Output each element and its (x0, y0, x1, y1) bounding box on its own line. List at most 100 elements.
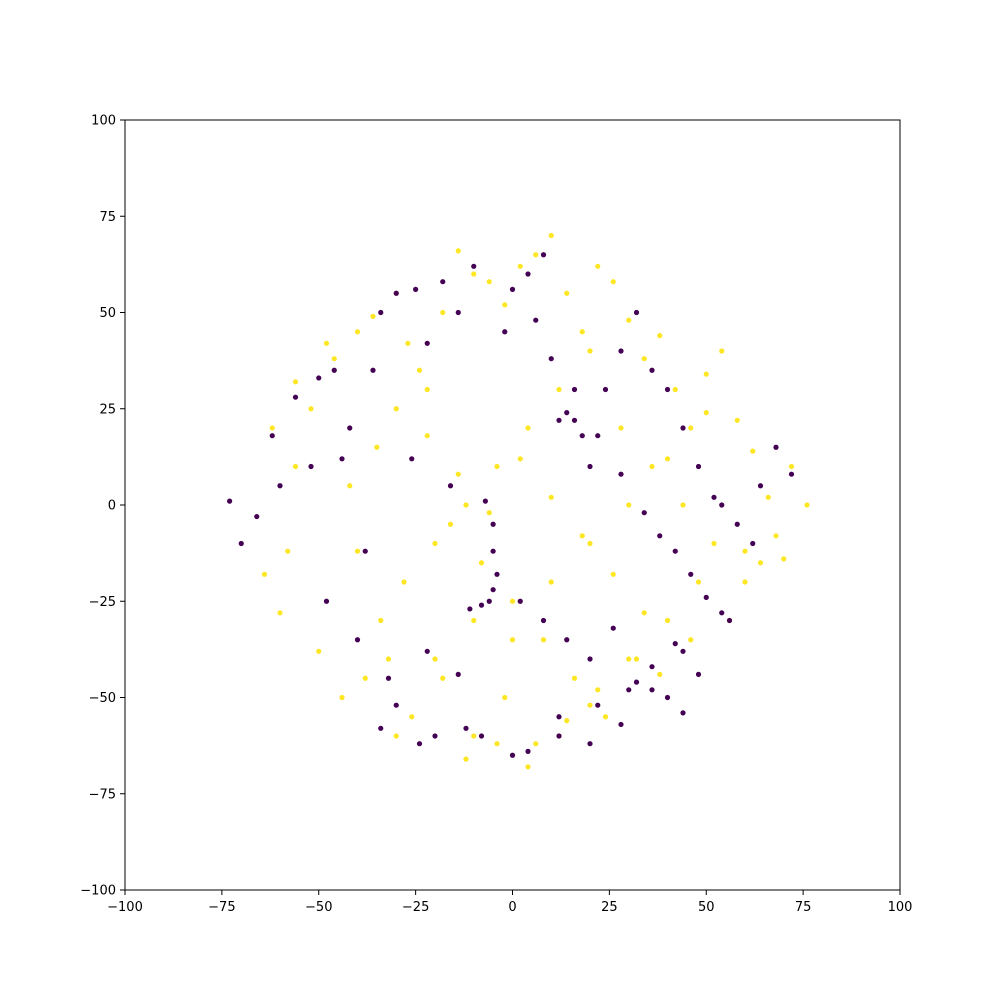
data-point (424, 386, 430, 393)
data-point (657, 333, 663, 339)
data-point (641, 510, 647, 516)
data-point (695, 579, 702, 585)
data-point (664, 617, 671, 624)
data-point (455, 248, 461, 254)
data-point (440, 675, 446, 681)
data-point (788, 471, 795, 477)
data-point (405, 340, 411, 346)
data-point (719, 610, 725, 616)
data-point (595, 687, 601, 693)
y-tick-label: 25 (99, 402, 116, 417)
data-point (385, 675, 392, 681)
data-point (269, 433, 275, 439)
data-point (680, 710, 686, 716)
y-tick-label: 0 (108, 499, 116, 514)
data-point (587, 702, 593, 708)
data-point (316, 648, 322, 654)
x-tick-label: 75 (795, 900, 812, 915)
data-point (323, 340, 330, 346)
data-point (618, 425, 624, 431)
x-tick-label: 50 (698, 900, 715, 915)
data-point (292, 379, 299, 385)
data-point (347, 483, 353, 489)
x-tick-label: −100 (107, 900, 143, 915)
data-point (649, 463, 655, 470)
data-point (626, 317, 632, 323)
data-point (587, 348, 593, 354)
data-point (587, 656, 593, 662)
data-point (750, 540, 756, 547)
data-point (804, 502, 810, 508)
data-point (595, 433, 601, 439)
data-point (540, 637, 547, 643)
data-point (587, 540, 593, 547)
data-point (467, 606, 473, 612)
data-point (556, 417, 562, 423)
data-point (533, 317, 539, 323)
data-point (734, 417, 740, 423)
data-point (455, 671, 461, 678)
data-point (618, 348, 624, 354)
data-point (440, 279, 446, 285)
data-point (540, 617, 547, 624)
data-point (339, 694, 345, 701)
data-point (641, 610, 647, 616)
data-point (610, 625, 616, 631)
data-point (602, 386, 609, 393)
data-point (370, 367, 376, 373)
data-point (432, 656, 438, 662)
data-point (354, 637, 361, 643)
y-tick-label: 75 (99, 210, 116, 225)
data-point (401, 579, 407, 585)
data-point (494, 571, 500, 577)
data-point (688, 637, 694, 643)
data-point (471, 263, 477, 269)
data-point (393, 406, 399, 412)
data-point (478, 733, 485, 739)
data-point (308, 463, 314, 470)
data-point (657, 671, 663, 678)
x-axis: −100 −75 −50 −25 0 25 50 75 100 (107, 890, 912, 915)
data-point (378, 617, 384, 624)
data-point (424, 433, 430, 439)
data-point (494, 741, 500, 747)
data-point (564, 637, 570, 643)
data-point (409, 714, 415, 720)
data-point (649, 367, 655, 373)
data-point (711, 540, 717, 547)
data-point (664, 386, 671, 393)
data-point (757, 483, 764, 489)
data-point (517, 598, 523, 604)
data-point (540, 252, 547, 258)
data-point (726, 617, 733, 624)
data-point (490, 587, 496, 593)
data-point (525, 271, 531, 277)
data-point (502, 302, 508, 308)
data-point (703, 594, 709, 601)
data-point (750, 448, 756, 454)
data-point (571, 675, 578, 681)
data-point (672, 386, 678, 393)
data-point (374, 444, 380, 450)
data-point (742, 579, 748, 585)
data-point (354, 548, 361, 554)
data-point (595, 702, 601, 708)
data-point (649, 687, 655, 693)
data-point (331, 356, 337, 362)
data-point (618, 471, 624, 477)
data-point (548, 494, 554, 500)
data-point (757, 560, 764, 566)
data-point (455, 309, 461, 316)
data-point (490, 548, 496, 554)
data-point (688, 571, 694, 577)
data-point (564, 718, 570, 724)
data-point (564, 410, 570, 416)
data-point (478, 560, 485, 566)
data-point (409, 456, 415, 462)
data-point (486, 598, 492, 604)
data-point (331, 367, 337, 373)
y-tick-label: −25 (89, 595, 116, 610)
data-point (626, 502, 632, 508)
data-point (463, 756, 469, 762)
